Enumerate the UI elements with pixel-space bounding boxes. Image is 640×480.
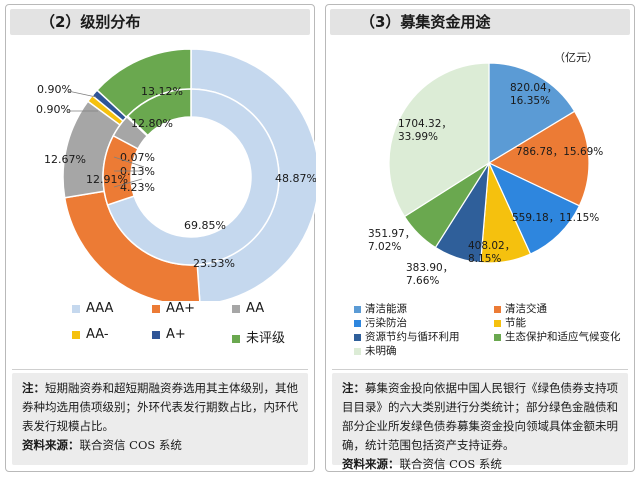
legend-label: 未明确 xyxy=(365,345,397,357)
note-box: 注：短期融资券和超短期融资券选用其主体级别，其他券种均选用债项级别；外环代表发行… xyxy=(12,373,308,465)
legend-label: AAA xyxy=(86,301,114,316)
fund-use-pie-chart: 820.04， 16.35% 786.78，15.69% 559.18，11.15% 4… xyxy=(368,62,603,287)
legend-item: AA xyxy=(232,301,264,316)
pie-data-label: 383.90， 7.66% xyxy=(406,262,453,287)
leader-line xyxy=(113,156,145,168)
legend-item: 节能 xyxy=(494,315,526,330)
legend-label: 污染防治 xyxy=(365,317,407,329)
legend-swatch xyxy=(72,304,80,313)
rating-donut-chart: 48.87% 23.53% 12.67% 0.90% 0.90% 13.12% 69.85%… xyxy=(36,48,316,301)
note-box: 注：募集资金投向依据中国人民银行《绿色债券支持项目目录》的六大类别进行分类统计；… xyxy=(332,373,628,471)
source-text: 联合资信 COS 系统 xyxy=(399,457,502,471)
legend-swatch xyxy=(152,304,160,313)
outer-ring-label: 13.12% xyxy=(141,85,183,98)
pie-slice-0 xyxy=(488,62,576,165)
legend-label: 清洁能源 xyxy=(365,303,407,315)
inner-ring-slice-0 xyxy=(106,88,280,266)
legend-swatch xyxy=(494,333,501,341)
inner-ring-label: 4.23% xyxy=(120,181,155,194)
legend-swatch xyxy=(232,304,240,313)
legend-label: 未评级 xyxy=(246,331,286,346)
outer-ring-label: 0.90% xyxy=(36,103,71,116)
legend-item: A+ xyxy=(152,327,186,342)
outer-ring-label: 48.87% xyxy=(275,172,316,185)
legend-swatch xyxy=(354,347,361,355)
note-label: 注： xyxy=(342,381,365,395)
unit-label: （亿元） xyxy=(554,51,598,64)
note-text: 短期融资券和超短期融资券选用其主体级别，其他券种均选用债项级别；外环代表发行期数… xyxy=(22,381,298,433)
legend-item: 污染防治 xyxy=(354,315,407,330)
inner-ring-label: 0.13% xyxy=(120,165,155,178)
legend-swatch xyxy=(494,319,501,327)
legend-label: AA+ xyxy=(166,301,196,316)
legend-item: 清洁交通 xyxy=(494,301,547,316)
legend-label: 资源节约与循环利用 xyxy=(365,331,460,343)
legend-label: 生态保护和适应气候变化 xyxy=(505,331,621,343)
legend-swatch xyxy=(354,333,361,341)
rating-distribution-panel: （2）级别分布 48.87% 23.53% 12.67% 0.90% 0.90% 13.1… xyxy=(5,4,316,472)
inner-ring-slice-5 xyxy=(126,88,192,137)
leader-line xyxy=(67,90,97,98)
inner-ring-label: 69.85% xyxy=(184,219,226,232)
inner-ring-label: 0.07% xyxy=(120,151,155,164)
outer-ring-label: 23.53% xyxy=(193,257,235,270)
legend-swatch xyxy=(152,330,160,339)
legend-label: AA xyxy=(246,301,265,316)
legend-item: AA- xyxy=(72,327,109,342)
legend-swatch xyxy=(232,334,240,343)
legend-label: AA- xyxy=(86,327,109,342)
leader-line xyxy=(113,178,143,188)
outer-ring-label: 0.90% xyxy=(37,83,72,96)
outer-ring-label: 12.67% xyxy=(44,153,86,166)
legend-item: 未明确 xyxy=(354,343,397,358)
legend-item: 生态保护和适应气候变化 xyxy=(494,329,621,344)
fund-use-panel: （3）募集资金用途 （亿元） 820.04， 16.35% 786.78，15.69… xyxy=(325,4,635,472)
pie-data-label: 408.02， 8.15% xyxy=(468,240,515,265)
divider xyxy=(12,369,308,370)
panel-title: （2）级别分布 xyxy=(10,9,310,35)
pie-data-label: 786.78，15.69% xyxy=(516,146,603,158)
legend-swatch xyxy=(354,319,361,327)
pie-slice-6 xyxy=(388,62,490,218)
legend-label: A+ xyxy=(166,327,186,342)
legend-swatch xyxy=(354,305,361,313)
legend-item: 资源节约与循环利用 xyxy=(354,329,460,344)
legend-swatch xyxy=(72,330,80,339)
pie-slice-1 xyxy=(487,110,590,207)
legend-label: 清洁交通 xyxy=(505,303,547,315)
pie-data-label: 820.04， 16.35% xyxy=(510,82,557,107)
source-label: 资料来源： xyxy=(22,438,80,452)
legend-item: 清洁能源 xyxy=(354,301,407,316)
legend-item: AA+ xyxy=(152,301,195,316)
note-label: 注： xyxy=(22,381,45,395)
legend-item: AAA xyxy=(72,301,113,316)
pie-data-label: 559.18，11.15% xyxy=(512,212,599,224)
source-text: 联合资信 COS 系统 xyxy=(79,438,182,452)
legend-swatch xyxy=(494,305,501,313)
source-label: 资料来源： xyxy=(342,457,400,471)
rating-legend: AAA AA+ AA AA- A+ 未评级 xyxy=(6,301,316,361)
pie-slice-2 xyxy=(487,161,581,255)
legend-item: 未评级 xyxy=(232,327,285,346)
pie-data-label: 1704.32， 33.99% xyxy=(398,118,452,143)
divider xyxy=(332,369,628,370)
legend-label: 节能 xyxy=(505,317,526,329)
note-text: 募集资金投向依据中国人民银行《绿色债券支持项目目录》的六大类别进行分类统计；部分… xyxy=(342,381,618,452)
inner-ring-label: 12.80% xyxy=(131,117,173,130)
inner-ring-label: 12.91% xyxy=(86,173,128,186)
panel-title: （3）募集资金用途 xyxy=(330,9,630,35)
pie-data-label: 351.97， 7.02% xyxy=(368,228,415,253)
